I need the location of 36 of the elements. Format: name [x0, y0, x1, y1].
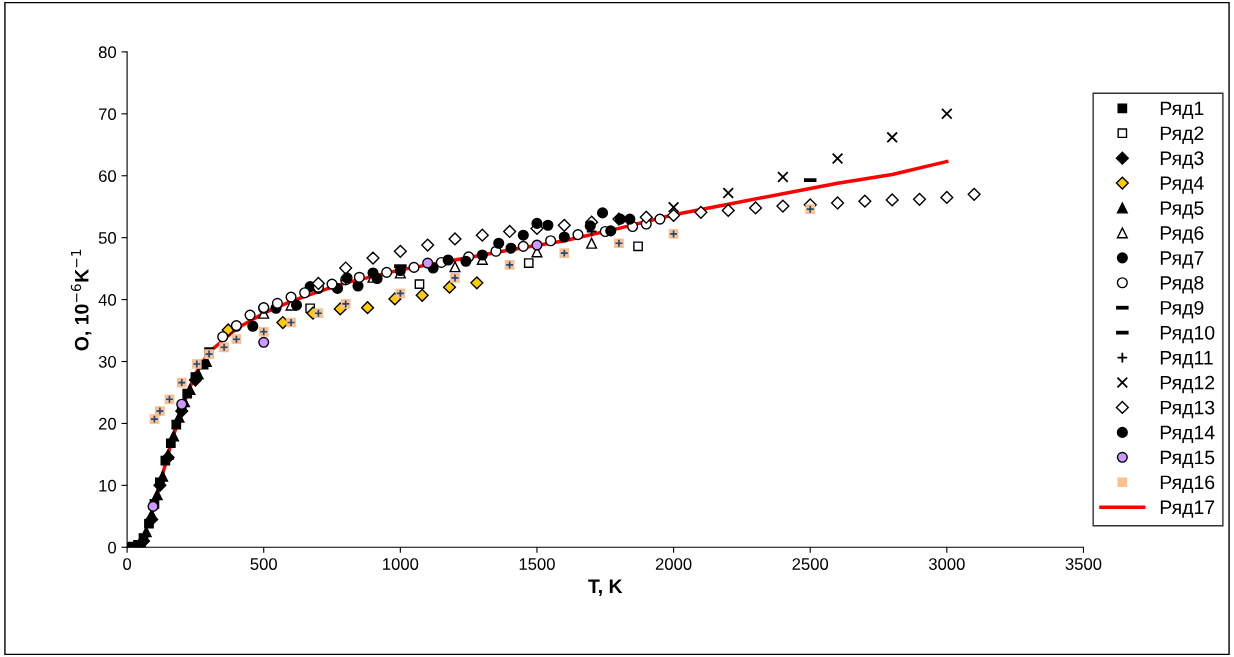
legend-label: Ряд7	[1160, 251, 1204, 269]
x-axis-title: T, K	[588, 579, 623, 596]
legend-label: Ряд17	[1160, 500, 1215, 518]
legend-label: Ряд14	[1160, 425, 1215, 444]
x-tick-label: 0	[123, 558, 132, 570]
y-axis-title: O, 10$^{−6}$K$^{−1}$	[70, 249, 92, 351]
x-tick-label: 2000	[655, 558, 692, 570]
y-tick-label: 40	[98, 293, 117, 306]
legend-label: Ряд3	[1160, 151, 1204, 169]
legend-label: Ряд8	[1160, 276, 1204, 294]
x-tick-label: 3000	[928, 558, 965, 570]
legend-label: Ряд2	[1160, 126, 1204, 144]
legend-label: Ряд4	[1160, 176, 1204, 194]
x-tick-label: 500	[250, 558, 277, 570]
y-tick-label: 60	[99, 170, 117, 182]
legend-label: Ряд10	[1160, 325, 1215, 344]
legend-label: Ряд6	[1160, 226, 1204, 244]
legend-label: Ряд12	[1160, 375, 1215, 394]
y-tick-label: 30	[98, 355, 117, 368]
y-tick-label: 10	[99, 479, 117, 492]
legend-label: Ряд15	[1160, 450, 1215, 468]
legend-label: Ряд16	[1160, 475, 1215, 493]
x-tick-label: 3500	[1065, 558, 1102, 570]
y-tick-label: 50	[98, 232, 117, 244]
x-tick-label: 2500	[792, 558, 829, 570]
y-tick-label: 70	[99, 108, 117, 121]
y-tick-label: 0	[108, 541, 117, 554]
legend-label: Ряд9	[1160, 300, 1204, 319]
legend-label: Ряд5	[1160, 201, 1204, 219]
x-tick-label: 1500	[519, 558, 555, 570]
legend-label: Ряд11	[1160, 351, 1213, 369]
x-tick-label: 1000	[383, 558, 419, 570]
y-tick-label: 80	[98, 46, 117, 59]
legend-label: Ряд1	[1160, 101, 1204, 119]
legend-label: Ряд13	[1160, 400, 1215, 419]
y-tick-label: 20	[98, 417, 117, 430]
